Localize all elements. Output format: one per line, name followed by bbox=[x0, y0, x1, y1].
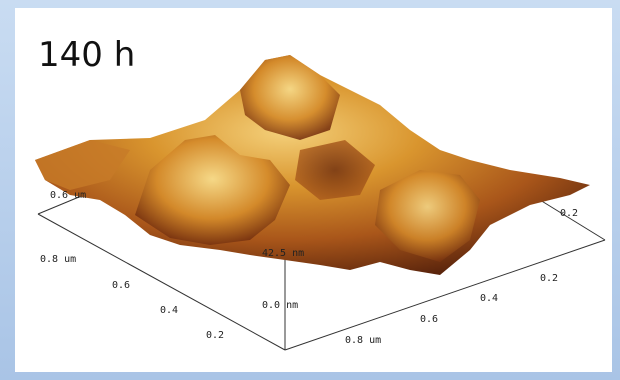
axis-label: 0.6 um bbox=[50, 190, 86, 201]
axis-label: 0.2 bbox=[560, 208, 578, 219]
z-label: 42.5 nm bbox=[262, 248, 304, 259]
afm-figure: 140 h 0.6 um 0.8 um 0.6 0.4 0.2 0.8 um 0… bbox=[0, 0, 620, 380]
axis-label: 0.4 bbox=[480, 293, 498, 304]
screenshot: 140 h 0.6 um 0.8 um 0.6 0.4 0.2 0.8 um 0… bbox=[0, 0, 620, 380]
axis-label: 0.6 bbox=[112, 280, 130, 291]
axis-label: 0.2 bbox=[206, 330, 224, 341]
axis-label: 0.6 bbox=[420, 314, 438, 325]
axis-label: 0.2 bbox=[540, 273, 558, 284]
axis-label: 0.8 um bbox=[345, 335, 381, 346]
axis-label: 0.4 bbox=[160, 305, 178, 316]
title: 140 h bbox=[38, 35, 135, 75]
z-label: 0.0 nm bbox=[262, 300, 298, 311]
axis-label: 0.8 um bbox=[40, 254, 76, 265]
